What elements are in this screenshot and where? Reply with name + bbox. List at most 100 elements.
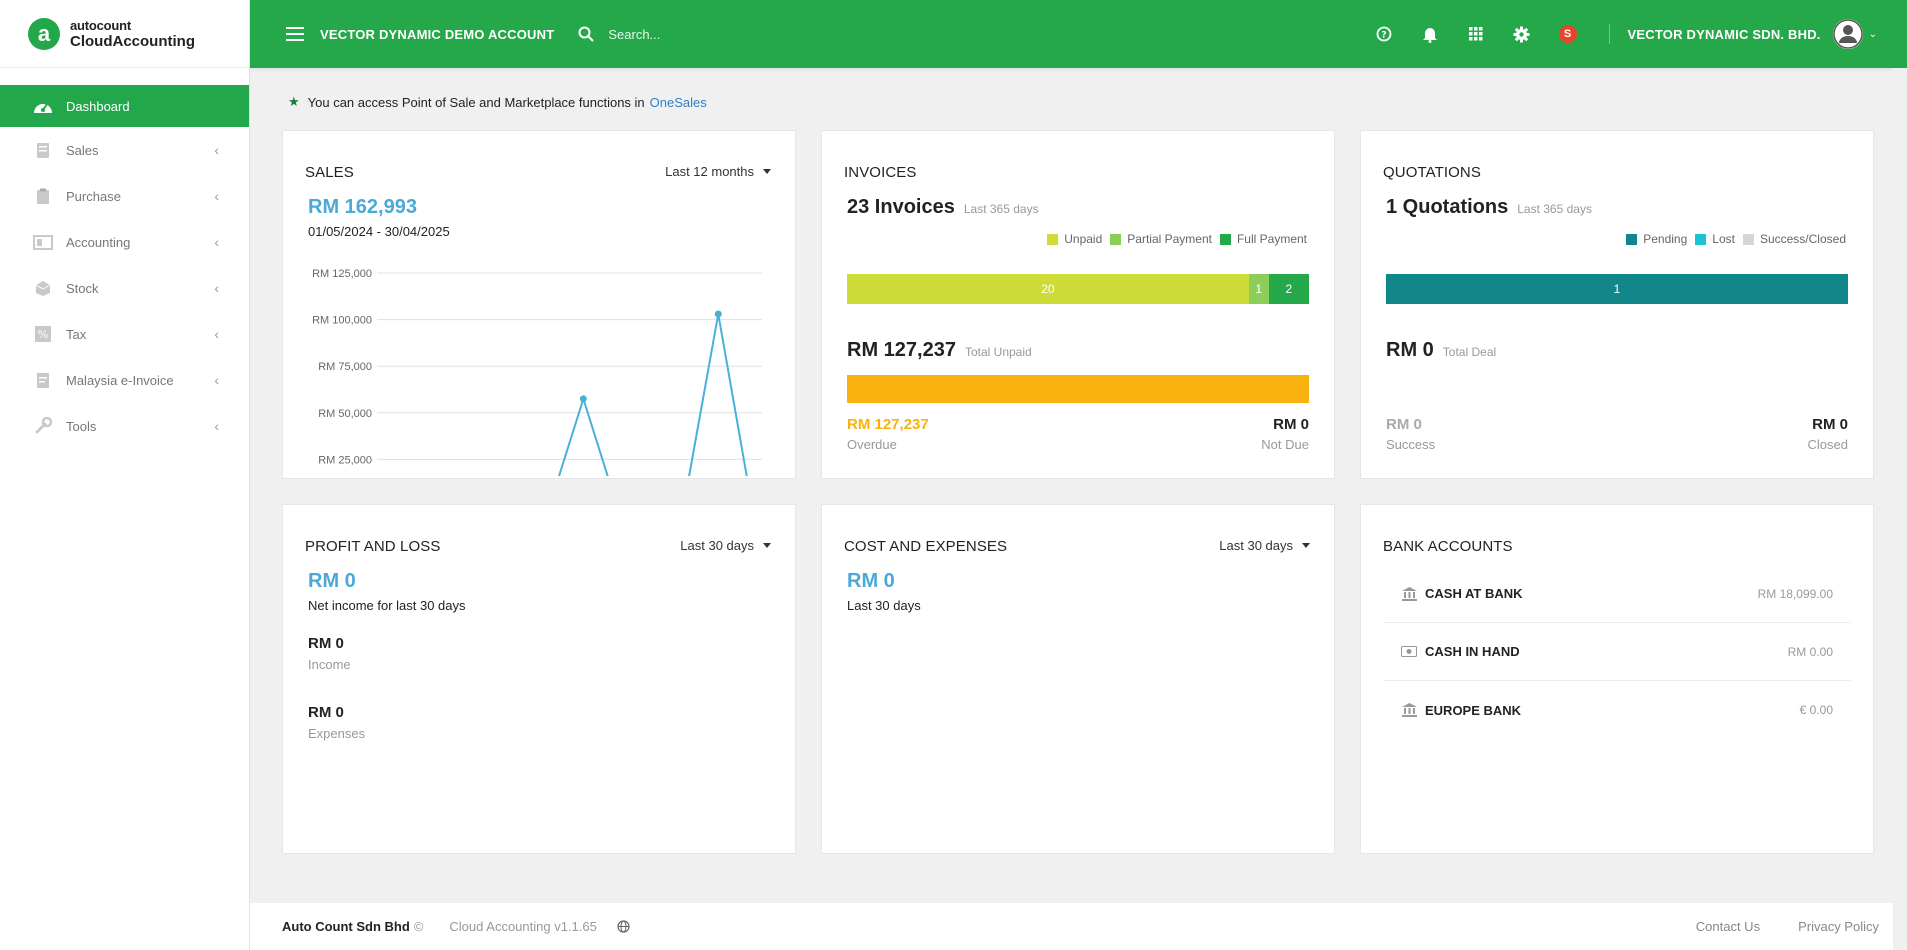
y-tick-label: RM 100,000 (312, 315, 372, 327)
apps-grid-icon[interactable] (1453, 27, 1499, 41)
legend-label: Full Payment (1236, 232, 1307, 246)
card-title: BANK ACCOUNTS (1383, 538, 1513, 555)
status-bar-segment[interactable]: 20 (847, 274, 1249, 304)
divider (1608, 24, 1610, 44)
contact-us-link[interactable]: Contact Us (1695, 919, 1761, 934)
sidebar-item-tools[interactable]: Tools ‹ (0, 403, 249, 449)
status-bar-segment[interactable]: 2 (1268, 274, 1309, 304)
sales-card: SALES Last 12 months RM 162,993 01/05/20… (282, 130, 796, 479)
period-dropdown[interactable]: Last 12 months (665, 164, 771, 179)
wrench-icon (32, 416, 54, 436)
search-input[interactable] (608, 26, 909, 42)
s-badge[interactable]: S (1545, 25, 1591, 43)
company-name[interactable]: VECTOR DYNAMIC SDN. BHD. (1627, 26, 1821, 42)
speedometer-icon (32, 96, 54, 116)
y-tick-label: RM 75,000 (318, 361, 372, 373)
footer-version: Cloud Accounting v1.1.65 (449, 919, 597, 934)
s-badge-icon: S (1558, 25, 1577, 43)
caret-down-icon (763, 169, 771, 174)
data-point (714, 310, 722, 318)
chevron-left-icon: ‹ (214, 142, 219, 158)
gear-icon[interactable] (1499, 26, 1545, 43)
status-bar-segment[interactable]: 1 (1386, 274, 1848, 304)
period-dropdown[interactable]: Last 30 days (680, 538, 771, 553)
bank-balance: RM 0.00 (1787, 644, 1833, 659)
status-bar-segment[interactable]: 1 (1248, 274, 1269, 304)
legend-success: Success/Closed (1742, 232, 1846, 246)
bank-icon (1401, 703, 1417, 717)
sidebar-item-label: Accounting (66, 234, 131, 250)
bank-name: EUROPE BANK (1425, 702, 1522, 718)
success-value: RM 0 (1386, 416, 1422, 433)
topbar: VECTOR DYNAMIC DEMO ACCOUNT ? S VECTOR D… (250, 0, 1907, 68)
invoice-status-bar: 20 1 2 (847, 274, 1309, 304)
footer-links: Contact Us Privacy Policy (1696, 919, 1879, 934)
invoice-sub: Last 365 days (963, 202, 1039, 216)
bank-row-cash-in-hand[interactable]: CASH IN HAND RM 0.00 (1383, 623, 1851, 681)
notdue-value: RM 0 (1273, 416, 1309, 433)
sidebar-item-purchase[interactable]: Purchase ‹ (0, 173, 249, 219)
topbar-actions: ? S VECTOR DYNAMIC SDN. BHD. ⌄ (1361, 0, 1907, 68)
topbar-shadow (250, 68, 1907, 72)
sidebar-nav: Dashboard Sales ‹ Purchase ‹ Accounting … (0, 85, 249, 449)
legend-label: Success/Closed (1759, 232, 1846, 246)
sidebar-item-dashboard[interactable]: Dashboard (0, 85, 249, 127)
sidebar-item-einvoice[interactable]: Malaysia e-Invoice ‹ (0, 357, 249, 403)
invoice-legend: Unpaid Partial Payment Full Payment (1039, 232, 1307, 246)
bank-row-cash-at-bank[interactable]: CASH AT BANK RM 18,099.00 (1383, 565, 1851, 623)
bell-icon[interactable] (1407, 26, 1453, 43)
help-icon[interactable]: ? (1361, 26, 1407, 42)
chevron-left-icon: ‹ (214, 188, 219, 204)
legend-unpaid: Unpaid (1047, 232, 1102, 246)
card-title: QUOTATIONS (1383, 164, 1481, 181)
deal-total: RM 0 (1386, 339, 1434, 361)
quotation-sub: Last 365 days (1517, 202, 1592, 216)
sidebar-item-accounting[interactable]: Accounting ‹ (0, 219, 249, 265)
expenses-label: Expenses (308, 726, 366, 741)
legend-full: Full Payment (1219, 232, 1307, 246)
income-label: Income (308, 657, 351, 672)
sidebar-item-stock[interactable]: Stock ‹ (0, 265, 249, 311)
series-line (558, 313, 748, 476)
clipboard-icon (32, 186, 54, 206)
caret-down-icon (763, 543, 771, 548)
legend-pending: Pending (1626, 232, 1687, 246)
hamburger-menu-icon[interactable] (286, 27, 304, 41)
overdue-bar (847, 375, 1309, 403)
caret-down-icon (1302, 543, 1310, 548)
period-label: Last 12 months (665, 164, 754, 179)
bank-name: CASH AT BANK (1425, 586, 1523, 601)
footer: Auto Count Sdn Bhd © Cloud Accounting v1… (250, 903, 1907, 950)
card-title: COST AND EXPENSES (844, 538, 1008, 555)
sidebar-item-tax[interactable]: % Tax ‹ (0, 311, 249, 357)
invoices-card: INVOICES 23 Invoices Last 365 days Unpai… (821, 130, 1335, 479)
y-tick-label: RM 50,000 (318, 408, 372, 420)
sidebar-item-label: Tools (66, 418, 97, 434)
net-income-label: Net income for last 30 days (308, 598, 466, 613)
card-title: PROFIT AND LOSS (305, 538, 441, 555)
invoices-summary: 23 Invoices Last 365 days (847, 196, 1039, 219)
bank-row-europe-bank[interactable]: EUROPE BANK € 0.00 (1383, 681, 1851, 739)
cost-total: RM 0 (847, 570, 895, 592)
legend-partial: Partial Payment (1110, 232, 1212, 246)
onesales-link[interactable]: OneSales (649, 94, 707, 110)
chevron-down-icon[interactable]: ⌄ (1868, 28, 1877, 40)
notice-bar: ★ You can access Point of Sale and Marke… (288, 94, 707, 110)
receipt-icon (32, 140, 54, 160)
period-dropdown[interactable]: Last 30 days (1219, 538, 1310, 553)
data-point (579, 395, 587, 403)
sidebar-item-sales[interactable]: Sales ‹ (0, 127, 249, 173)
closed-label: Closed (1807, 437, 1848, 452)
closed-value: RM 0 (1812, 416, 1848, 433)
account-name[interactable]: VECTOR DYNAMIC DEMO ACCOUNT (320, 26, 555, 42)
privacy-policy-link[interactable]: Privacy Policy (1798, 919, 1879, 934)
overdue-label: Overdue (847, 437, 897, 452)
cost-expenses-card: COST AND EXPENSES Last 30 days RM 0 Last… (821, 504, 1335, 854)
brand[interactable]: a autocount CloudAccounting (0, 0, 249, 68)
vertical-scrollbar[interactable] (1893, 68, 1907, 950)
search-icon[interactable] (578, 26, 595, 42)
globe-icon[interactable] (617, 920, 630, 933)
user-avatar-icon[interactable] (1832, 19, 1863, 49)
brand-bottom: CloudAccounting (70, 32, 195, 50)
footer-company: Auto Count Sdn Bhd (282, 919, 410, 934)
